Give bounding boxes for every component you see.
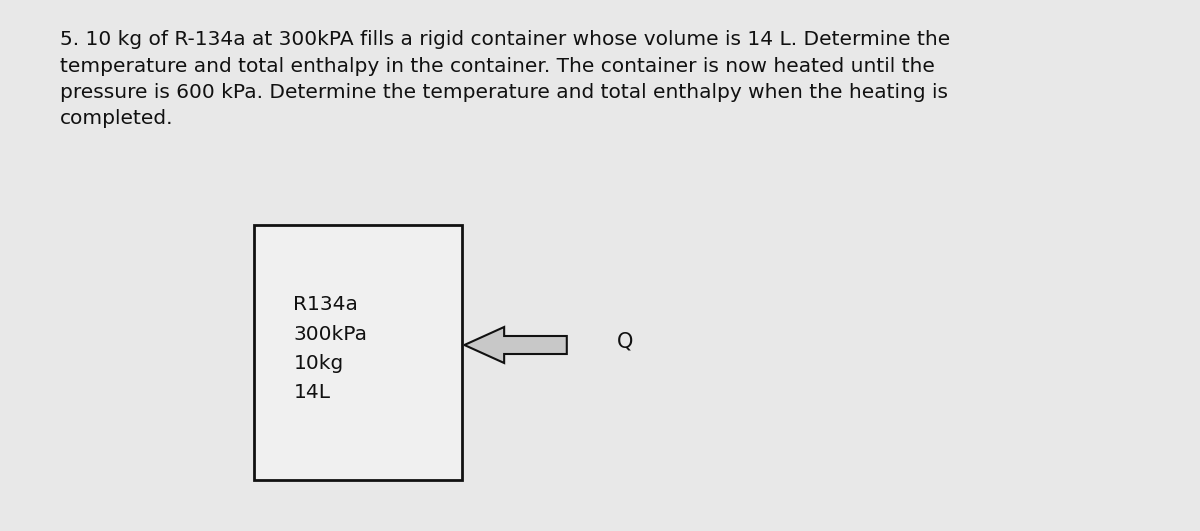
Bar: [253, 225, 462, 480]
Text: Q: Q: [617, 332, 632, 352]
Text: 5. 10 kg of R-134a at 300kPA fills a rigid container whose volume is 14 L. Deter: 5. 10 kg of R-134a at 300kPA fills a rig…: [60, 30, 950, 129]
Polygon shape: [464, 327, 566, 363]
Text: R134a
300kPa
10kg
14L: R134a 300kPa 10kg 14L: [293, 295, 367, 402]
